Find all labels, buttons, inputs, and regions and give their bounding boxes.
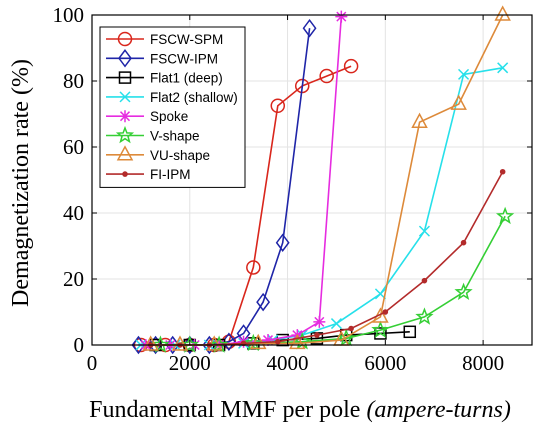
data-point-fi-ipm <box>460 239 467 246</box>
x-axis-title-units: (ampere-turns) <box>366 397 510 423</box>
legend-item-flat2-shallow: Flat2 (shallow) <box>106 90 238 105</box>
legend-marker-vu-shape <box>116 145 134 161</box>
legend-item-v-shape: V-shape <box>106 125 200 144</box>
data-point-v-shape <box>180 335 199 353</box>
data-point-flat2-shallow <box>497 62 509 74</box>
data-point-spoke <box>262 334 274 347</box>
legend-marker-flat1-deep <box>118 71 132 84</box>
x-tick-label: 8000 <box>462 351 504 375</box>
legend-item-fscw-spm: FSCW-SPM <box>106 31 223 47</box>
data-point-vu-shape <box>450 94 467 110</box>
legend-marker-spoke <box>119 110 131 123</box>
legend: FSCW-SPM FSCW-IPM Flat1 (deep) Flat2 (shall… <box>99 26 246 188</box>
x-tick-label: 2000 <box>169 351 211 375</box>
y-axis-title: Demagnetization rate (%) <box>8 59 34 307</box>
data-point-fscw-spm <box>270 98 286 113</box>
data-point-flat2-shallow <box>418 225 430 237</box>
legend-item-fi-ipm: FI-IPM <box>106 167 191 182</box>
y-tick-label: 0 <box>74 333 85 357</box>
data-point-fi-ipm <box>348 325 354 332</box>
series-v-shape <box>151 206 515 353</box>
legend-item-vu-shape: VU-shape <box>106 145 210 163</box>
data-point-vu-shape <box>494 5 511 21</box>
legend-marker-fscw-spm <box>117 31 133 47</box>
legend-marker-flat2-shallow <box>119 91 131 103</box>
data-point-flat2-shallow <box>458 68 470 80</box>
y-tick-label: 60 <box>63 135 84 159</box>
data-point-flat1-deep <box>403 325 417 339</box>
legend-item-spoke: Spoke <box>106 109 188 124</box>
legend-label-flat2-shallow: Flat2 (shallow) <box>150 90 238 105</box>
legend-label-fscw-ipm: FSCW-IPM <box>150 51 218 66</box>
data-point-fi-ipm <box>382 309 389 315</box>
data-point-fscw-ipm <box>148 335 163 355</box>
legend-item-flat1-deep: Flat1 (deep) <box>106 71 223 86</box>
legend-marker-fscw-ipm <box>118 49 132 68</box>
data-point-fi-ipm <box>499 168 506 175</box>
x-tick-label: 4000 <box>267 351 309 375</box>
data-point-vu-shape <box>142 335 159 351</box>
x-tick-label: 0 <box>87 351 98 375</box>
data-point-v-shape <box>371 320 390 338</box>
legend-label-spoke: Spoke <box>150 109 188 124</box>
data-point-flat1-deep <box>374 327 387 340</box>
data-point-fscw-ipm <box>275 233 290 252</box>
data-point-vu-shape <box>171 335 189 351</box>
data-point-v-shape <box>454 282 473 300</box>
series-line-fi-ipm <box>150 171 504 346</box>
data-point-spoke <box>335 10 348 23</box>
data-point-fi-ipm <box>274 338 281 345</box>
y-tick-label: 20 <box>63 267 84 291</box>
legend-marker-fi-ipm <box>122 171 128 177</box>
data-point-fscw-ipm <box>302 18 317 38</box>
data-point-fi-ipm <box>314 332 320 338</box>
axes: 0 2000 4000 6000 8000 0 20 40 60 80 100 <box>53 3 533 375</box>
data-point-vu-shape <box>289 333 306 350</box>
x-axis-title: Fundamental MMF per pole (ampere-turns) <box>89 397 511 423</box>
x-axis-title-main: Fundamental MMF per pole <box>89 397 366 423</box>
series-fi-ipm <box>147 168 506 348</box>
data-point-v-shape <box>415 307 434 325</box>
data-point-v-shape <box>209 335 229 353</box>
series-line-v-shape <box>160 215 506 346</box>
data-point-fscw-spm <box>319 68 334 84</box>
legend-item-fscw-ipm: FSCW-IPM <box>106 49 218 68</box>
data-point-fscw-spm <box>343 58 359 74</box>
y-tick-label: 100 <box>53 3 85 27</box>
legend-box <box>99 26 246 188</box>
data-point-v-shape <box>151 335 170 353</box>
data-point-vu-shape <box>411 112 428 128</box>
y-tick-label: 40 <box>63 201 84 225</box>
data-point-v-shape <box>495 206 515 225</box>
data-point-fi-ipm <box>421 277 428 284</box>
plot-frame <box>91 14 533 346</box>
legend-label-fi-ipm: FI-IPM <box>150 167 191 182</box>
legend-label-vu-shape: VU-shape <box>150 148 210 163</box>
legend-marker-v-shape <box>115 125 135 144</box>
legend-label-fscw-spm: FSCW-SPM <box>150 32 223 47</box>
y-tick-label: 80 <box>63 69 84 93</box>
data-point-v-shape <box>244 333 263 352</box>
legend-label-v-shape: V-shape <box>150 129 200 144</box>
data-point-fscw-spm <box>246 260 261 275</box>
data-point-flat2-shallow <box>330 318 342 330</box>
data-point-fscw-ipm <box>256 292 271 312</box>
data-point-spoke <box>313 315 326 328</box>
x-tick-label: 6000 <box>364 351 406 375</box>
legend-label-flat1-deep: Flat1 (deep) <box>150 71 223 86</box>
